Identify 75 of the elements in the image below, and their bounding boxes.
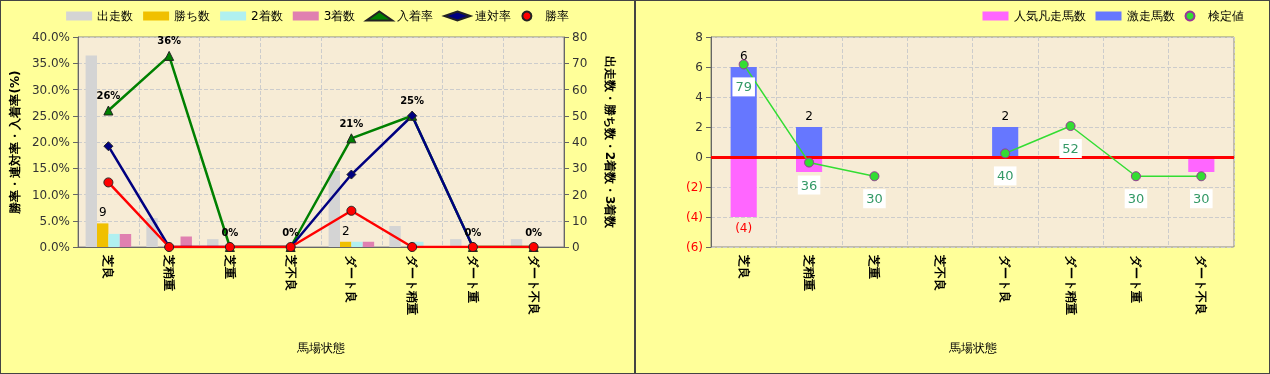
- data-label: 26%: [96, 90, 121, 101]
- legend-label: 激走馬数: [1126, 9, 1175, 23]
- data-label: 2: [805, 109, 813, 123]
- data-label: 2: [341, 223, 350, 238]
- x-tick-label: ダート不良: [1194, 255, 1209, 315]
- x-tick-label: 芝不良: [932, 254, 947, 291]
- data-label: 0%: [525, 226, 543, 238]
- x-tick-label: ダート稍重: [1063, 255, 1078, 315]
- data-label: 30: [866, 191, 883, 207]
- y-tick-label: 2: [695, 120, 703, 134]
- legend-label: 人気凡走馬数: [1013, 9, 1086, 23]
- y2-tick-label: 60: [572, 82, 588, 97]
- legend-label: 3着数: [323, 9, 356, 23]
- data-label: 0%: [282, 226, 300, 238]
- y-axis-title: 勝率・連対率・入着率(%): [8, 70, 22, 215]
- data-label: 21%: [339, 117, 364, 129]
- x-tick-label: 芝良: [101, 254, 116, 279]
- x-tick-label: 芝重: [867, 254, 882, 279]
- y2-tick-label: 0: [572, 240, 580, 254]
- x-axis-title: 馬場状態: [947, 341, 997, 355]
- legend-label: 連対率: [475, 9, 512, 23]
- y2-tick-label: 70: [572, 56, 588, 71]
- x-tick-label: ダート良: [998, 255, 1013, 303]
- y-tick-label: 0: [695, 150, 703, 164]
- y-tick-label: (4): [686, 210, 703, 224]
- x-tick-label: ダート重: [465, 255, 480, 303]
- x-tick-label: ダート重: [1128, 255, 1143, 303]
- y-tick-label: 35.0%: [31, 56, 71, 71]
- y-tick-label: (2): [686, 180, 703, 194]
- y-tick-label: 15.0%: [31, 161, 71, 176]
- x-tick-label: 芝稍重: [162, 254, 177, 291]
- legend-label: 勝ち数: [174, 9, 211, 23]
- y-tick-label: 6: [695, 60, 703, 74]
- x-tick-label: 芝良: [736, 254, 751, 279]
- y-tick-label: (6): [686, 240, 703, 254]
- y2-tick-label: 20: [572, 187, 588, 202]
- data-label: 30: [1127, 191, 1145, 207]
- x-tick-label: ダート不良: [526, 255, 541, 315]
- y2-tick-label: 10: [572, 213, 588, 228]
- y2-tick-label: 80: [572, 30, 588, 44]
- legend-label: 入着率: [397, 9, 434, 23]
- y-tick-label: 10.0%: [31, 187, 71, 202]
- y-tick-label: 8: [695, 30, 703, 44]
- y-tick-label: 30.0%: [31, 82, 71, 97]
- x-tick-label: 芝稍重: [802, 254, 817, 291]
- data-label: 79: [735, 79, 752, 95]
- legend-label: 勝率: [544, 9, 569, 23]
- legend-label: 検定値: [1208, 9, 1244, 23]
- y-tick-label: 0.0%: [39, 240, 71, 254]
- data-label: 2: [1001, 109, 1010, 123]
- x-tick-label: ダート稍重: [405, 255, 420, 315]
- data-label: 52: [1062, 141, 1079, 157]
- data-label: 36%: [157, 35, 182, 47]
- y2-tick-label: 30: [572, 161, 588, 176]
- y-tick-label: 5.0%: [39, 213, 71, 228]
- x-tick-label: ダート良: [344, 255, 359, 303]
- data-label: 6: [739, 49, 748, 63]
- y-tick-label: 25.0%: [31, 108, 71, 123]
- data-label: 40: [996, 168, 1014, 184]
- data-label: 36: [800, 177, 818, 193]
- data-label: 30: [1193, 191, 1210, 207]
- legend-label: 2着数: [251, 9, 283, 23]
- y-tick-label: 20.0%: [31, 135, 71, 149]
- data-label: (4): [735, 221, 753, 235]
- data-label: 9: [98, 205, 107, 220]
- x-tick-label: 芝重: [222, 254, 237, 279]
- y-tick-label: 40.0%: [31, 30, 71, 44]
- x-axis-title: 馬場状態: [296, 341, 346, 355]
- x-tick-label: 芝不良: [283, 254, 298, 291]
- y-tick-label: 4: [695, 90, 703, 104]
- data-label: 25%: [400, 95, 425, 107]
- y2-axis-title: 出走数・勝ち数・2着数・3着数: [603, 55, 617, 230]
- y2-tick-label: 40: [572, 135, 588, 149]
- y2-tick-label: 50: [572, 108, 588, 123]
- legend-label: 出走数: [97, 9, 134, 23]
